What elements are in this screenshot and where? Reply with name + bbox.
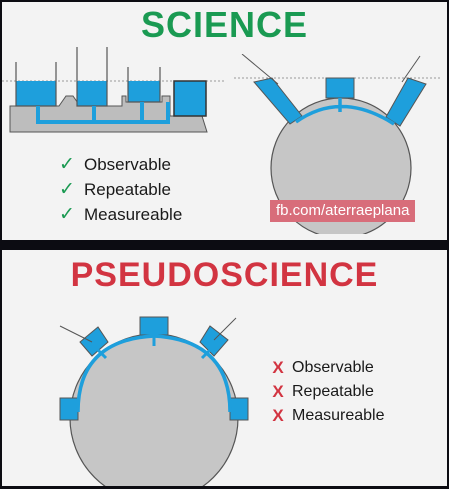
criterion-measureable: ✓ Measureable [56, 202, 182, 227]
science-title: SCIENCE [140, 4, 309, 45]
criterion-label: Observable [292, 359, 374, 376]
check-icon: ✓ [59, 154, 75, 175]
cross-icon: X [272, 406, 284, 425]
globe-vessels-illustration-pseudoscience [59, 316, 249, 486]
flat-connected-vessels-illustration [2, 47, 224, 133]
criterion-label: Measureable [292, 407, 385, 424]
criterion-label: Measureable [84, 204, 183, 224]
cross-icon: X [272, 358, 284, 377]
criterion-observable: X Observable [270, 356, 385, 380]
pseudoscience-title: PSEUDOSCIENCE [70, 256, 379, 294]
criterion-label: Observable [84, 154, 171, 174]
criterion-observable: ✓ Observable [56, 152, 182, 177]
science-panel: SCIENCE ✓ Observable ✓ Repeatable [2, 2, 447, 240]
science-criteria-list: ✓ Observable ✓ Repeatable ✓ Measureable [56, 152, 182, 227]
criterion-label: Repeatable [84, 179, 171, 199]
pseudoscience-criteria-list: X Observable X Repeatable X Measureable [270, 356, 385, 428]
criterion-repeatable: ✓ Repeatable [56, 177, 182, 202]
criterion-measureable: X Measureable [270, 404, 385, 428]
criterion-label: Repeatable [292, 383, 374, 400]
pseudoscience-panel: PSEUDOSCIENCE X Observable X Repeatable … [2, 250, 447, 486]
check-icon: ✓ [59, 204, 75, 225]
watermark-link: fb.com/aterraeplana [270, 200, 416, 222]
check-icon: ✓ [59, 179, 75, 200]
cross-icon: X [272, 382, 284, 401]
criterion-repeatable: X Repeatable [270, 380, 385, 404]
